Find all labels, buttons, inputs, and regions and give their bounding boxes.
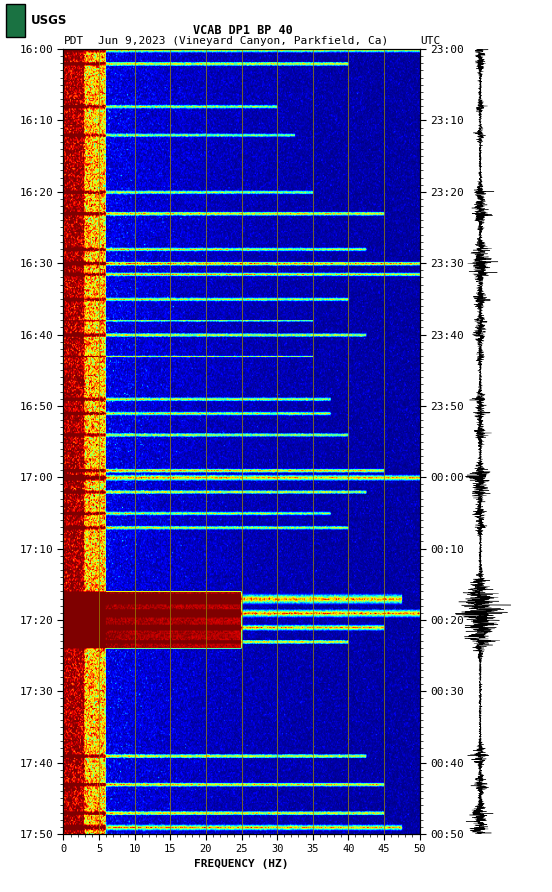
Text: VCAB DP1 BP 40: VCAB DP1 BP 40 [193, 24, 293, 37]
Text: USGS: USGS [31, 14, 68, 27]
Text: UTC: UTC [421, 36, 441, 45]
FancyBboxPatch shape [6, 4, 25, 37]
Text: PDT: PDT [63, 36, 84, 45]
Text: Jun 9,2023 (Vineyard Canyon, Parkfield, Ca): Jun 9,2023 (Vineyard Canyon, Parkfield, … [98, 36, 388, 45]
X-axis label: FREQUENCY (HZ): FREQUENCY (HZ) [194, 859, 289, 869]
